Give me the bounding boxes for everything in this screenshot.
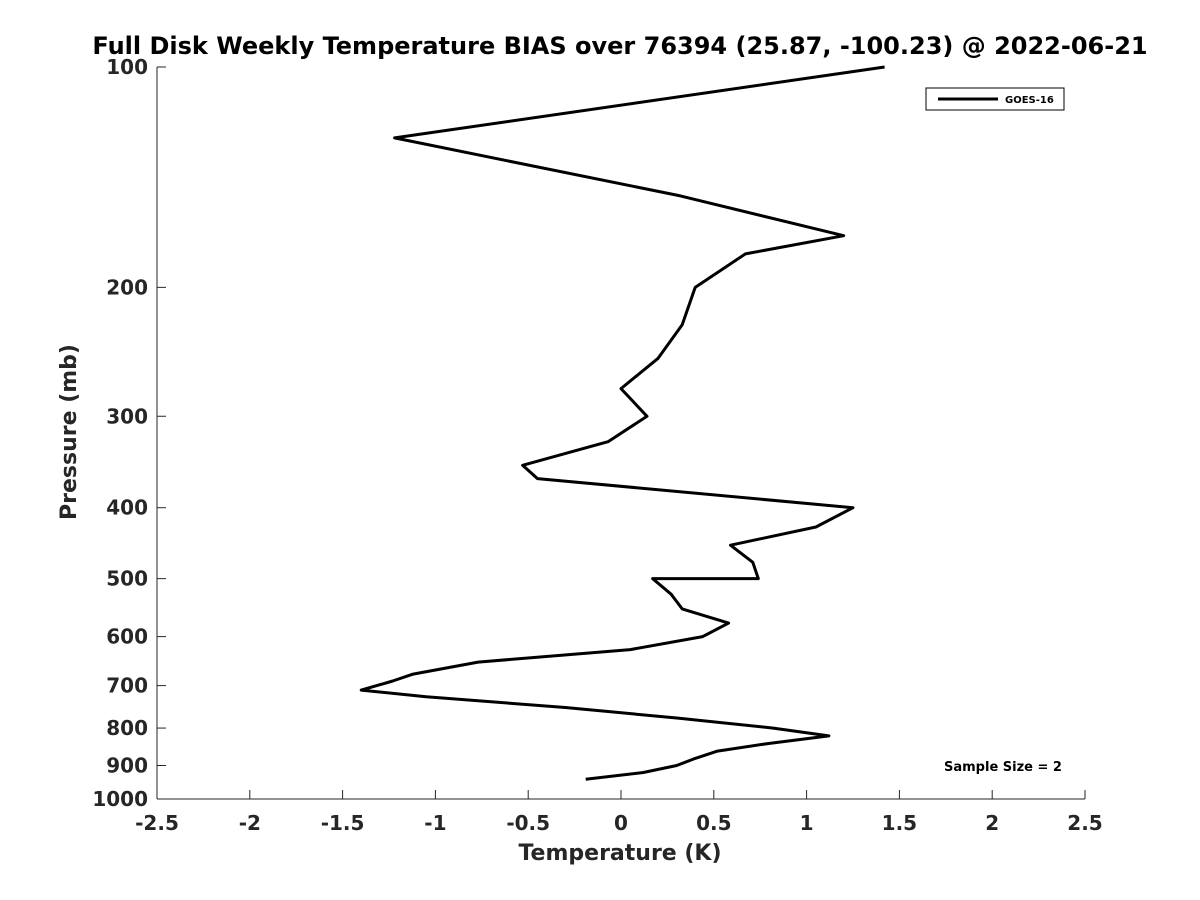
x-tick-label: -2.5 [135, 811, 179, 835]
x-tick-label: -1 [424, 811, 446, 835]
y-tick-label: 400 [106, 496, 148, 520]
y-tick-label: 1000 [92, 787, 148, 811]
x-tick-label: 0.5 [696, 811, 731, 835]
x-tick-label: 2.5 [1067, 811, 1102, 835]
y-tick-label: 200 [106, 275, 148, 299]
x-tick-label: 1.5 [882, 811, 917, 835]
plot-area: -2.5 -2 -1.5 -1 -0.5 0 0.5 1 1.5 2 2.5 100 200 300 40… [92, 55, 1102, 835]
legend: GOES-16 [925, 87, 1065, 111]
sample-size-annotation: Sample Size = 2 [944, 760, 1062, 775]
x-tick-label: -0.5 [506, 811, 550, 835]
y-tick-label: 600 [106, 625, 148, 649]
x-tick-label: 1 [800, 811, 814, 835]
x-tick-label: -1.5 [321, 811, 365, 835]
x-axis-ticks: -2.5 -2 -1.5 -1 -0.5 0 0.5 1 1.5 2 2.5 [135, 790, 1103, 835]
x-axis-label: Temperature (K) [518, 841, 721, 866]
y-tick-label: 100 [106, 55, 148, 79]
y-tick-label: 800 [106, 716, 148, 740]
x-tick-label: 0 [614, 811, 628, 835]
y-tick-label: 700 [106, 674, 148, 698]
x-tick-label: 2 [985, 811, 999, 835]
legend-entry-goes-16: GOES-16 [1005, 95, 1054, 106]
y-axis-ticks: 100 200 300 400 500 600 700 800 900 1000 [92, 55, 166, 811]
y-tick-label: 300 [106, 404, 148, 428]
series-line-goes-16 [359, 65, 885, 781]
chart-title: Full Disk Weekly Temperature BIAS over 7… [92, 32, 1147, 60]
y-tick-label: 500 [106, 567, 148, 591]
y-tick-label: 900 [106, 754, 148, 778]
x-tick-label: -2 [239, 811, 261, 835]
series-group [359, 65, 885, 781]
y-axis-label: Pressure (mb) [57, 344, 82, 520]
